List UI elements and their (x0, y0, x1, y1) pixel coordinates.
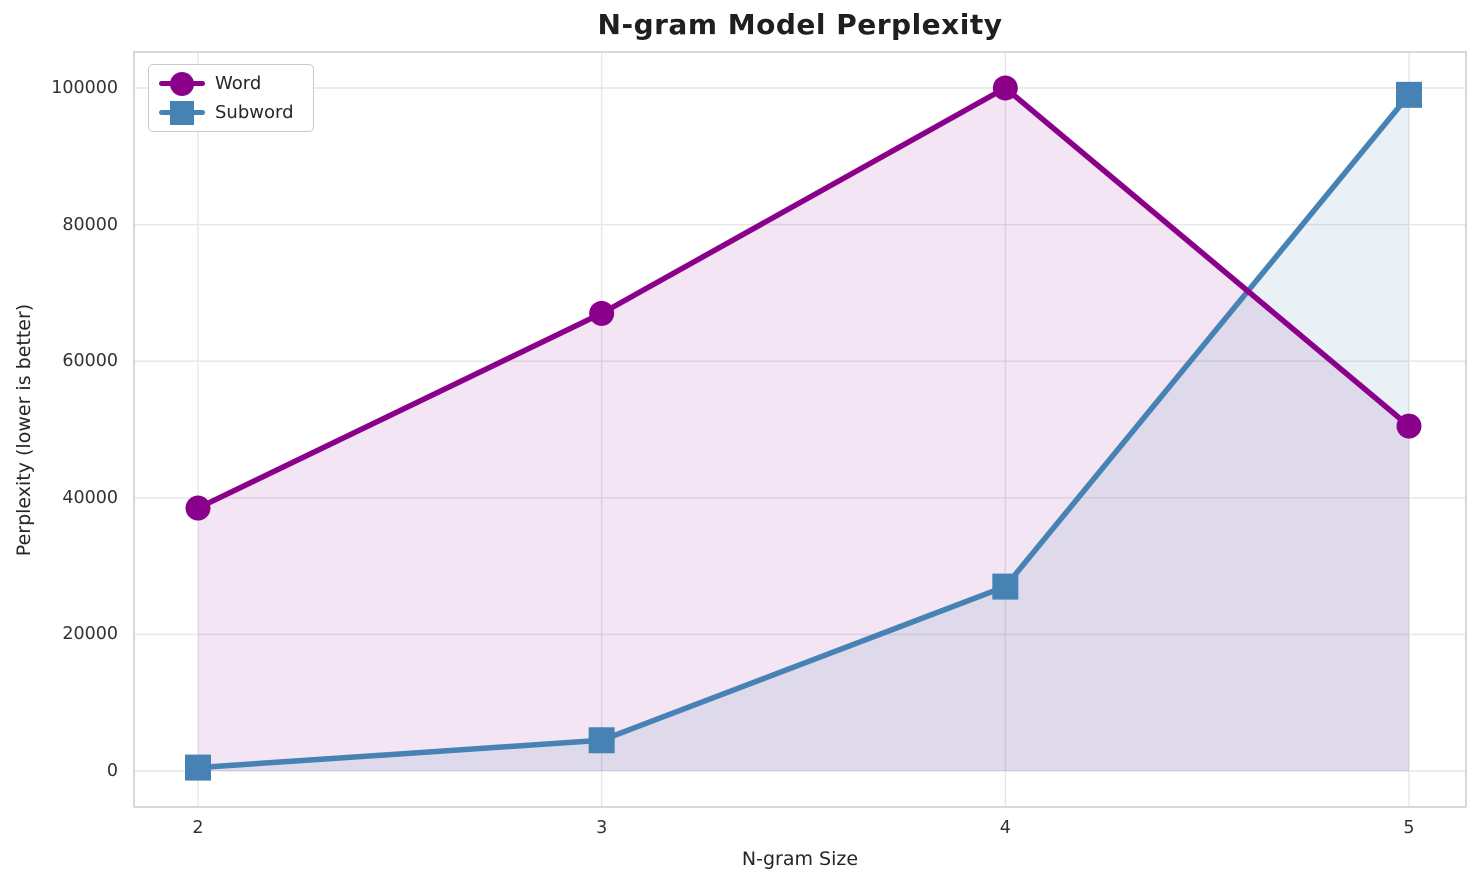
x-tick-label: 3 (596, 818, 608, 838)
y-tick-label: 40000 (62, 487, 118, 508)
area-fill-word (198, 88, 1410, 771)
legend-item-word: Word (159, 70, 303, 97)
word-marker (589, 300, 615, 326)
subword-line (195, 92, 1412, 771)
y-tick-label: 0 (106, 761, 118, 781)
y-tick-label: 20000 (62, 624, 118, 645)
legend-label-word: Word (215, 73, 262, 94)
area-fill-subword (198, 94, 1410, 771)
word-marker (185, 495, 211, 521)
chart-title: N-gram Model Perplexity (597, 8, 1003, 41)
word-line (195, 85, 1412, 511)
x-tick-label: 5 (1403, 818, 1415, 838)
y-tick-label: 80000 (62, 214, 118, 235)
legend: Word Subword (148, 64, 314, 132)
legend-label-subword: Subword (215, 102, 294, 123)
subword-marker (185, 754, 211, 781)
y-axis-label: Perplexity (lower is better) (13, 303, 35, 557)
x-axis-label: N-gram Size (741, 848, 859, 870)
y-tick-label: 100000 (51, 78, 118, 98)
x-tick-label: 2 (192, 818, 204, 838)
word-marker (1396, 413, 1422, 439)
word-marker (992, 75, 1018, 101)
word-circle-marker-icon (159, 71, 205, 97)
y-tick-label: 60000 (62, 351, 118, 372)
subword-marker (1396, 81, 1423, 108)
subword-square-marker-icon (159, 100, 205, 126)
subword-marker (588, 727, 615, 754)
x-tick-label: 4 (999, 818, 1011, 838)
legend-item-subword: Subword (159, 99, 303, 126)
plot-border (133, 51, 1467, 808)
subword-marker (992, 573, 1019, 600)
